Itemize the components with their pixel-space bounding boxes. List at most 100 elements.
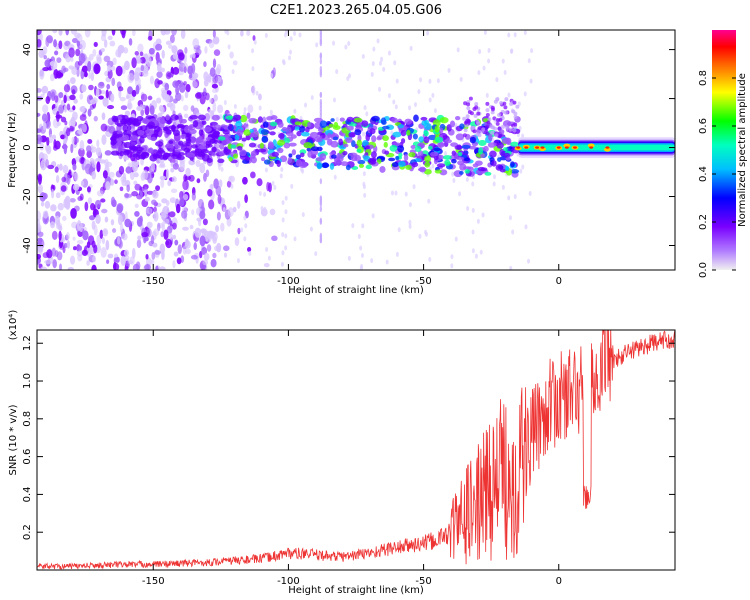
spectrogram-cell	[449, 120, 456, 128]
spectrogram-cell	[251, 85, 256, 96]
spectrogram-cell	[63, 84, 71, 93]
spectrogram-hotspot-core	[572, 146, 577, 149]
spectrogram-cell	[523, 91, 527, 97]
spectrogram-cell	[99, 159, 107, 164]
spectrogram-cell	[235, 121, 243, 128]
spectrogram-cell	[90, 72, 95, 82]
spectrogram-cell	[257, 116, 263, 123]
spectrogram-cell	[162, 152, 170, 160]
spectrogram-cell	[394, 104, 398, 110]
spectrogram-cell	[203, 126, 212, 133]
spectrogram-cell	[79, 114, 87, 121]
spectrogram-cell	[501, 137, 510, 144]
spectrogram-cell	[258, 148, 267, 153]
spectrogram-cell	[513, 115, 518, 120]
snr-x-tick-label: -150	[142, 576, 165, 587]
spectrogram-cell	[502, 120, 512, 128]
spectrogram-cell	[397, 145, 405, 153]
spectrogram-cell	[49, 61, 55, 67]
spectrogram-cell	[503, 105, 508, 110]
spectrogram-cell	[106, 65, 112, 72]
spectrogram-cell	[37, 210, 42, 222]
spectrogram-cell	[280, 261, 284, 267]
spectrogram-cell	[127, 72, 135, 84]
spectrogram-cell	[397, 124, 404, 129]
spectrogram-x-ticks: -150 -100 -50 0	[142, 30, 562, 287]
spectrogram-cell	[513, 194, 517, 200]
spectrogram-cell	[284, 209, 288, 215]
spectrogram-x-tick-label: -150	[142, 276, 165, 287]
spectrogram-cell	[288, 142, 297, 147]
spectrogram-cell	[379, 166, 386, 173]
spectrogram-cell	[60, 185, 67, 192]
spectrogram-cell	[252, 35, 256, 41]
spectrogram-cell	[56, 57, 62, 63]
spectrogram-cell	[303, 142, 313, 149]
spectrogram-cell	[368, 157, 375, 165]
spectrogram-cell	[140, 145, 148, 153]
spectrogram-cell	[478, 147, 484, 155]
spectrogram-cell	[473, 113, 478, 118]
spectrogram-cell	[400, 129, 407, 137]
spectrogram-cell	[96, 56, 102, 65]
spectrogram-cell	[327, 132, 332, 139]
spectrogram-cell	[417, 89, 421, 95]
spectrogram-cell	[90, 203, 96, 211]
spectrogram-cell	[513, 122, 518, 127]
spectrogram-cell	[147, 121, 155, 129]
spectrogram-cell	[471, 207, 475, 213]
spectrogram-cell	[107, 105, 115, 110]
spectrogram-cell	[95, 87, 100, 98]
spectrogram-cell	[103, 230, 107, 235]
spectrogram-cell	[50, 204, 57, 212]
spectrogram-cell	[213, 134, 219, 139]
spectrogram-cell	[66, 174, 71, 185]
spectrogram-cell	[316, 162, 323, 170]
spectrogram-cell	[299, 126, 306, 133]
spectrogram-cell	[212, 36, 220, 45]
spectrogram-cell	[465, 177, 469, 183]
spectrogram-cell	[55, 192, 61, 199]
spectrogram-cell	[175, 203, 181, 214]
spectrogram-cell	[155, 265, 159, 270]
spectrogram-cell	[137, 235, 142, 241]
spectrogram-cell	[329, 151, 337, 156]
spectrogram-cell	[197, 219, 202, 227]
spectrogram-cell	[139, 191, 143, 198]
spectrogram-cell	[98, 95, 104, 100]
spectrogram-cell	[499, 101, 504, 106]
spectrogram-cell	[413, 114, 419, 122]
spectrogram-cell	[40, 159, 47, 171]
spectrogram-cell	[330, 118, 335, 122]
spectrogram-cell	[195, 148, 203, 154]
spectrogram-cell	[291, 149, 297, 156]
spectrogram-cell	[281, 250, 285, 256]
spectrogram-cell	[163, 218, 170, 225]
spectrogram-cell	[348, 73, 352, 79]
spectrogram-cell	[251, 66, 255, 72]
spectrogram-cell	[197, 198, 204, 209]
spectrogram-cell	[66, 232, 70, 240]
spectrogram-cell	[63, 242, 68, 248]
spectrogram-cell	[330, 154, 337, 159]
spectrogram-cell	[348, 132, 356, 138]
spectrogram-cell	[485, 131, 490, 136]
spectrogram-cell	[424, 229, 428, 235]
spectrogram-cell	[93, 244, 98, 254]
spectrogram-cell	[218, 179, 223, 188]
spectrogram-cell	[153, 211, 159, 222]
spectrogram-cell	[387, 50, 391, 56]
spectrogram-cell	[223, 146, 228, 154]
spectrogram-cell	[485, 101, 490, 106]
spectrogram-cell	[215, 185, 222, 196]
spectrogram-cell	[58, 92, 64, 99]
spectrogram-cell	[132, 263, 140, 270]
spectrogram-cell	[213, 49, 221, 56]
spectrogram-cell	[100, 33, 106, 42]
spectrogram-cell	[510, 161, 515, 168]
spectrogram-cell	[227, 44, 231, 50]
spectrogram-cell	[65, 30, 70, 36]
spectrogram-cell	[347, 255, 351, 261]
spectrogram-cell	[417, 150, 424, 157]
spectrogram-cell	[258, 105, 262, 111]
